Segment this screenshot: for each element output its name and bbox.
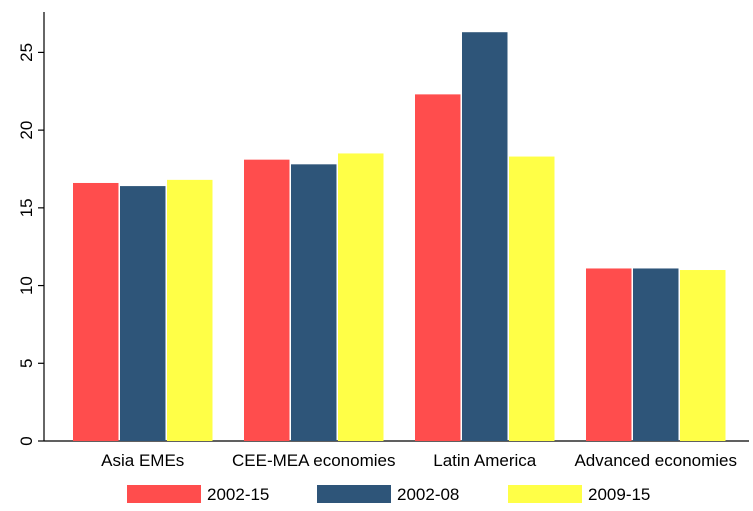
y-tick-label: 0 [17,436,36,445]
bar-2002-08-advanced-economies [633,268,679,441]
legend-label: 2002-15 [207,485,269,504]
x-axis-labels: Asia EMEs CEE-MEA economies Latin America A… [101,451,737,470]
bar-2002-08-cee-mea-economies [291,164,337,441]
bars [73,32,726,442]
y-tick-label: 5 [17,359,36,368]
x-tick-label: CEE-MEA economies [232,451,395,470]
y-tick-label: 15 [17,198,36,217]
legend-label: 2009-15 [588,485,650,504]
bar-2009-15-cee-mea-economies [338,153,384,441]
bar-2002-15-latin-america [415,94,461,441]
bar-2009-15-asia-emes [167,179,213,441]
x-tick-label: Advanced economies [574,451,737,470]
legend-swatch [508,485,582,503]
x-tick-label: Asia EMEs [101,451,184,470]
x-tick-label: Latin America [433,451,537,470]
legend: 2002-15 2002-08 2009-15 [127,485,650,504]
bar-2009-15-advanced-economies [680,270,726,441]
legend-swatch [317,485,391,503]
bar-2002-08-asia-emes [120,186,166,441]
y-tick-label: 20 [17,121,36,140]
bar-2009-15-latin-america [509,156,555,441]
bar-2002-08-latin-america [462,32,508,442]
y-tick-label: 25 [17,43,36,62]
legend-label: 2002-08 [397,485,459,504]
bar-2002-15-advanced-economies [586,268,632,441]
bar-2002-15-asia-emes [73,182,119,441]
y-tick-label: 10 [17,276,36,295]
legend-swatch [127,485,201,503]
bar-2002-15-cee-mea-economies [244,159,290,442]
